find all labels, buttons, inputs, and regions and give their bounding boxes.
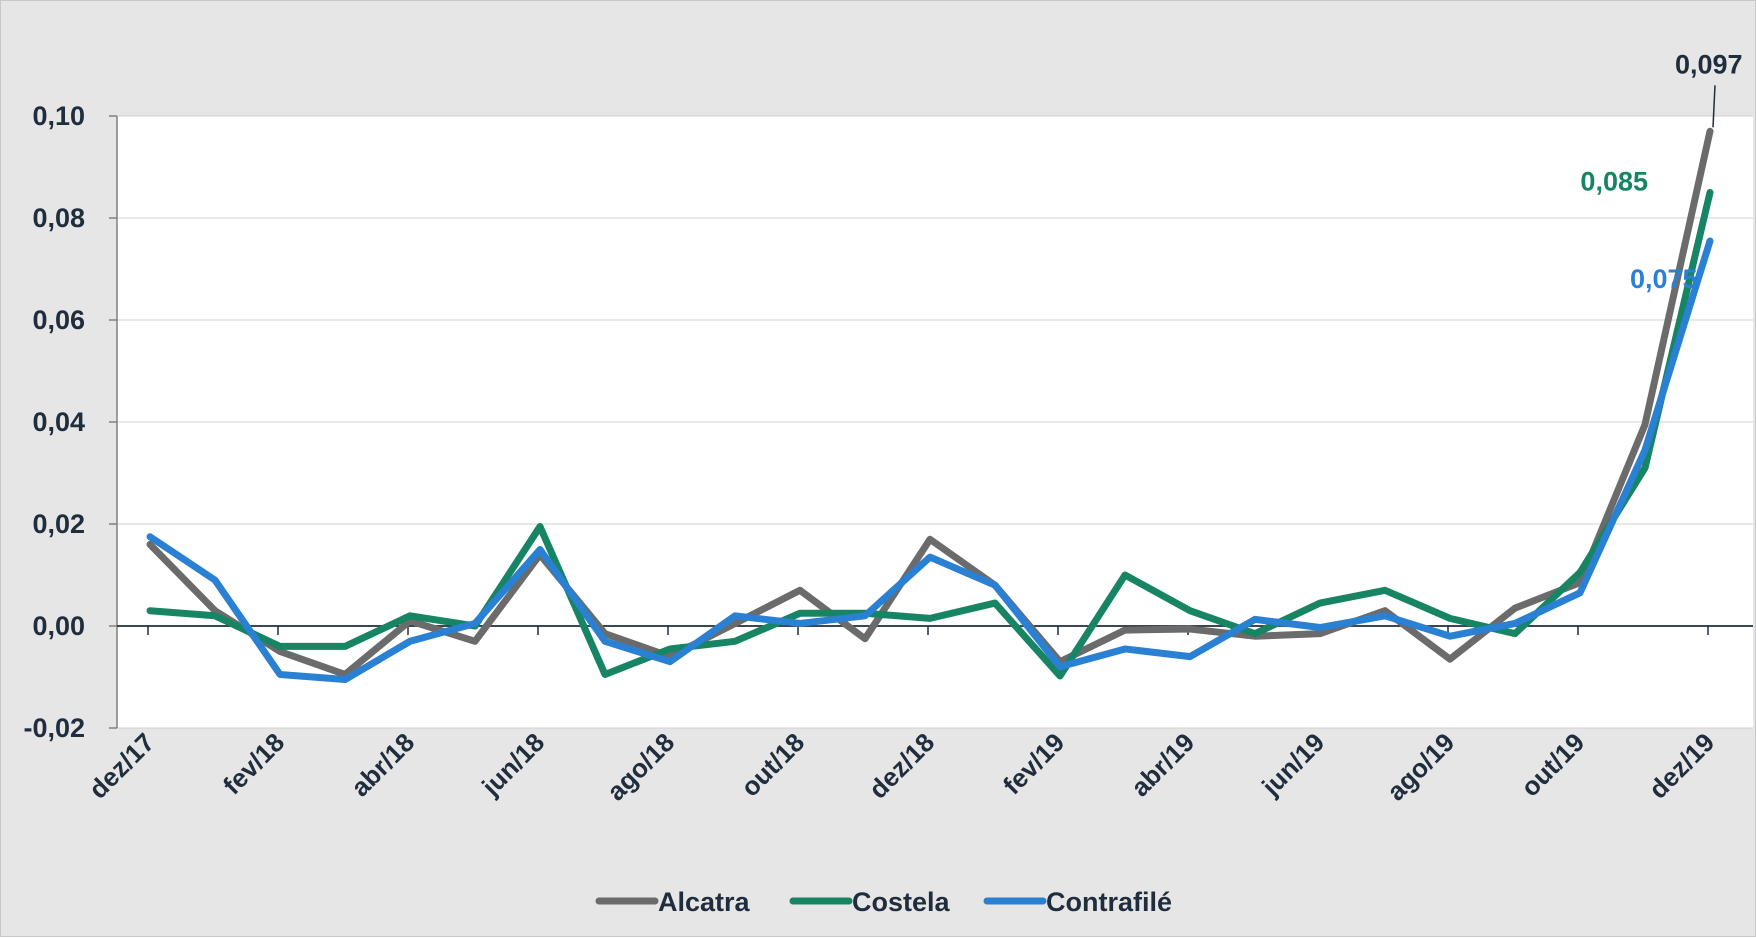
legend-label-costela: Costela — [852, 887, 951, 917]
x-tick-label: dez/19 — [1643, 727, 1720, 804]
x-tick-label: jun/18 — [475, 727, 550, 802]
y-tick-label: 0,00 — [32, 611, 85, 641]
series-line-contrafilé — [146, 237, 1714, 684]
x-tick-label: dez/17 — [83, 727, 160, 804]
x-tick-label: fev/18 — [217, 727, 290, 800]
data-label-contrafilé: 0,075 — [1630, 264, 1698, 294]
y-tick-label: -0,02 — [23, 713, 85, 743]
legend-label-alcatra: Alcatra — [658, 887, 751, 917]
series-line-costela — [146, 189, 1714, 680]
y-tick-label: 0,10 — [32, 101, 85, 131]
legend-label-contrafilé: Contrafilé — [1046, 887, 1172, 917]
data-label-leader — [1712, 85, 1716, 128]
x-tick-label: abr/19 — [1125, 727, 1200, 802]
x-tick-label: dez/18 — [863, 727, 940, 804]
y-tick-label: 0,02 — [32, 509, 85, 539]
x-tick-label: out/19 — [1515, 727, 1590, 802]
data-label-alcatra: 0,097 — [1675, 49, 1743, 79]
x-tick-label: jun/19 — [1255, 727, 1330, 802]
x-tick-label: fev/19 — [997, 727, 1070, 800]
data-label-costela: 0,085 — [1580, 167, 1648, 197]
x-tick-label: out/18 — [735, 727, 810, 802]
y-tick-label: 0,04 — [32, 407, 85, 437]
y-tick-label: 0,08 — [32, 203, 85, 233]
x-tick-label: ago/19 — [1381, 727, 1460, 806]
x-tick-label: ago/18 — [601, 727, 680, 806]
y-tick-label: 0,06 — [32, 305, 85, 335]
series-line-alcatra — [146, 127, 1714, 678]
x-tick-label: abr/18 — [345, 727, 420, 802]
